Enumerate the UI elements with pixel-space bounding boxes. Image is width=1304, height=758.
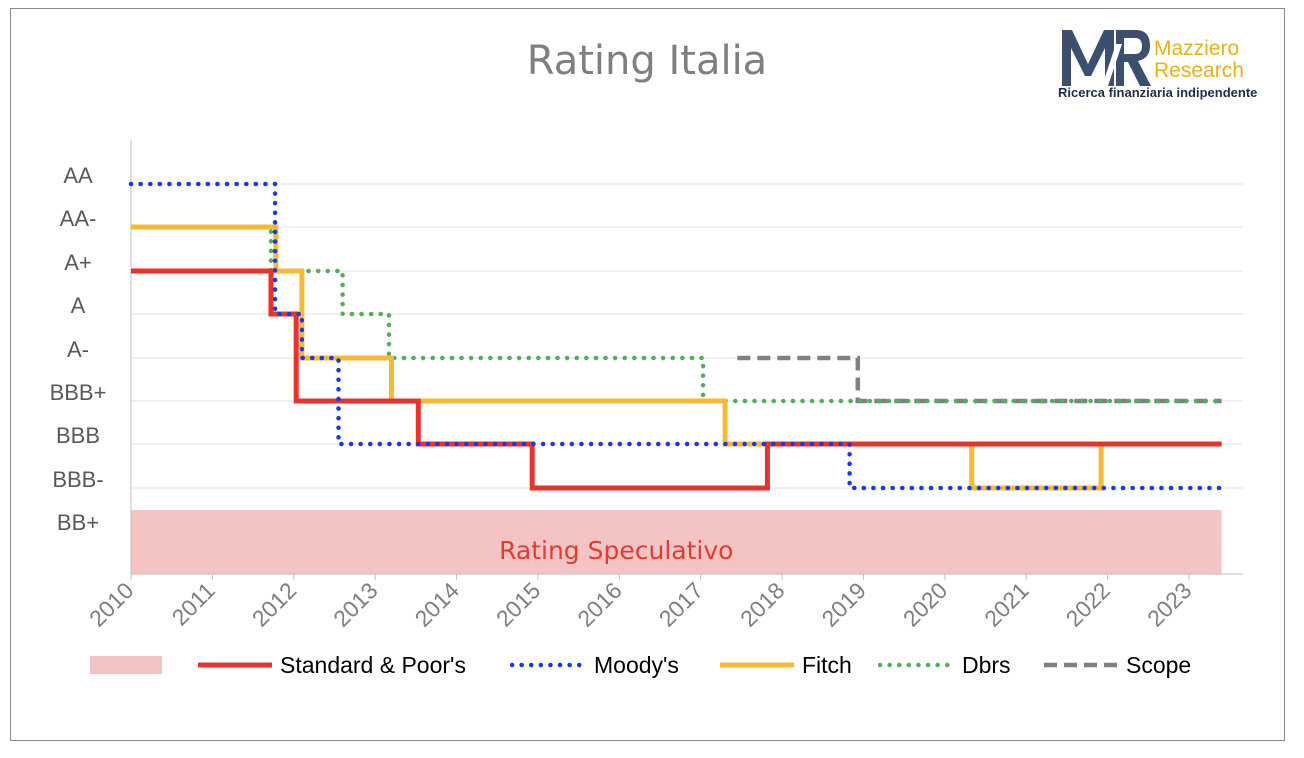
chart-title: Rating Italia xyxy=(526,38,768,84)
x-tick-label: 2012 xyxy=(247,577,302,632)
x-tick-label: 2011 xyxy=(167,577,220,630)
series-line-dbrs xyxy=(215,224,1224,404)
legend-label: Fitch xyxy=(802,651,852,678)
x-tick-label: 2017 xyxy=(654,577,709,632)
speculative-label: Rating Speculativo xyxy=(499,536,733,565)
legend-line-swatch xyxy=(510,662,588,668)
legend-label: Moody's xyxy=(594,651,679,678)
mazziero-research-logo: Mazziero Research Ricerca finanziaria in… xyxy=(1058,22,1278,104)
chart-frame xyxy=(10,8,1285,741)
x-tick-label: 2014 xyxy=(410,577,465,632)
x-tick-label: 2016 xyxy=(572,577,627,632)
series-line-scope xyxy=(737,355,1222,404)
legend-line-swatch xyxy=(198,662,272,668)
legend-item: Fitch xyxy=(718,648,852,682)
series-line-moody-s xyxy=(128,181,1224,491)
y-tick-label: BBB+ xyxy=(50,380,107,405)
legend-item: Dbrs xyxy=(878,648,1011,682)
series-line-standard-poor-s xyxy=(131,268,1222,491)
logo-name-line1: Mazziero xyxy=(1154,37,1240,60)
y-tick-label: A xyxy=(71,293,86,318)
legend-line-swatch xyxy=(720,662,794,668)
x-tick-label: 2010 xyxy=(84,577,139,632)
legend-swatch-speculative xyxy=(90,656,162,674)
y-tick-label: BB+ xyxy=(57,510,99,535)
series-line-fitch xyxy=(131,224,1222,491)
legend-item: Scope xyxy=(1042,648,1191,682)
x-tick-label: 2013 xyxy=(328,577,383,632)
legend-item: Standard & Poor's xyxy=(196,648,466,682)
series-lines xyxy=(128,181,1224,491)
legend-label: Standard & Poor's xyxy=(280,651,466,678)
legend-label: Dbrs xyxy=(962,651,1011,678)
speculative-band xyxy=(131,510,1222,574)
x-tick-label: 2022 xyxy=(1061,577,1116,632)
x-tick-label: 2021 xyxy=(979,577,1034,632)
x-tick-labels: 2010 2011 2012 2013 2014 2015 2016 2017 2018 2019… xyxy=(84,577,1197,632)
y-tick-label: AA- xyxy=(60,206,97,231)
legend-line-swatch xyxy=(878,662,956,668)
x-tick-label: 2018 xyxy=(735,577,790,632)
legend: Standard & Poor's Moody's Fitch Dbrs Scope xyxy=(90,648,1240,682)
y-tick-label: A+ xyxy=(64,250,92,275)
mr-monogram-icon xyxy=(1062,30,1151,86)
x-tick-label: 2023 xyxy=(1142,577,1197,632)
speculative-region: Rating Speculativo xyxy=(131,510,1222,574)
legend-item-speculative xyxy=(90,648,162,682)
x-tick-label: 2015 xyxy=(491,577,546,632)
legend-line-swatch xyxy=(1044,662,1118,668)
y-tick-label: AA xyxy=(63,163,93,188)
logo-tagline: Ricerca finanziaria indipendente xyxy=(1058,85,1258,100)
legend-label: Scope xyxy=(1126,651,1192,678)
y-tick-label: A- xyxy=(67,337,89,362)
x-tick-label: 2019 xyxy=(816,577,871,632)
logo-name-line2: Research xyxy=(1154,59,1244,82)
y-tick-label: BBB xyxy=(56,423,100,448)
y-tick-label: BBB- xyxy=(52,467,103,492)
axes xyxy=(130,140,1243,580)
x-tick-label: 2020 xyxy=(898,577,953,632)
legend-item: Moody's xyxy=(510,648,679,682)
